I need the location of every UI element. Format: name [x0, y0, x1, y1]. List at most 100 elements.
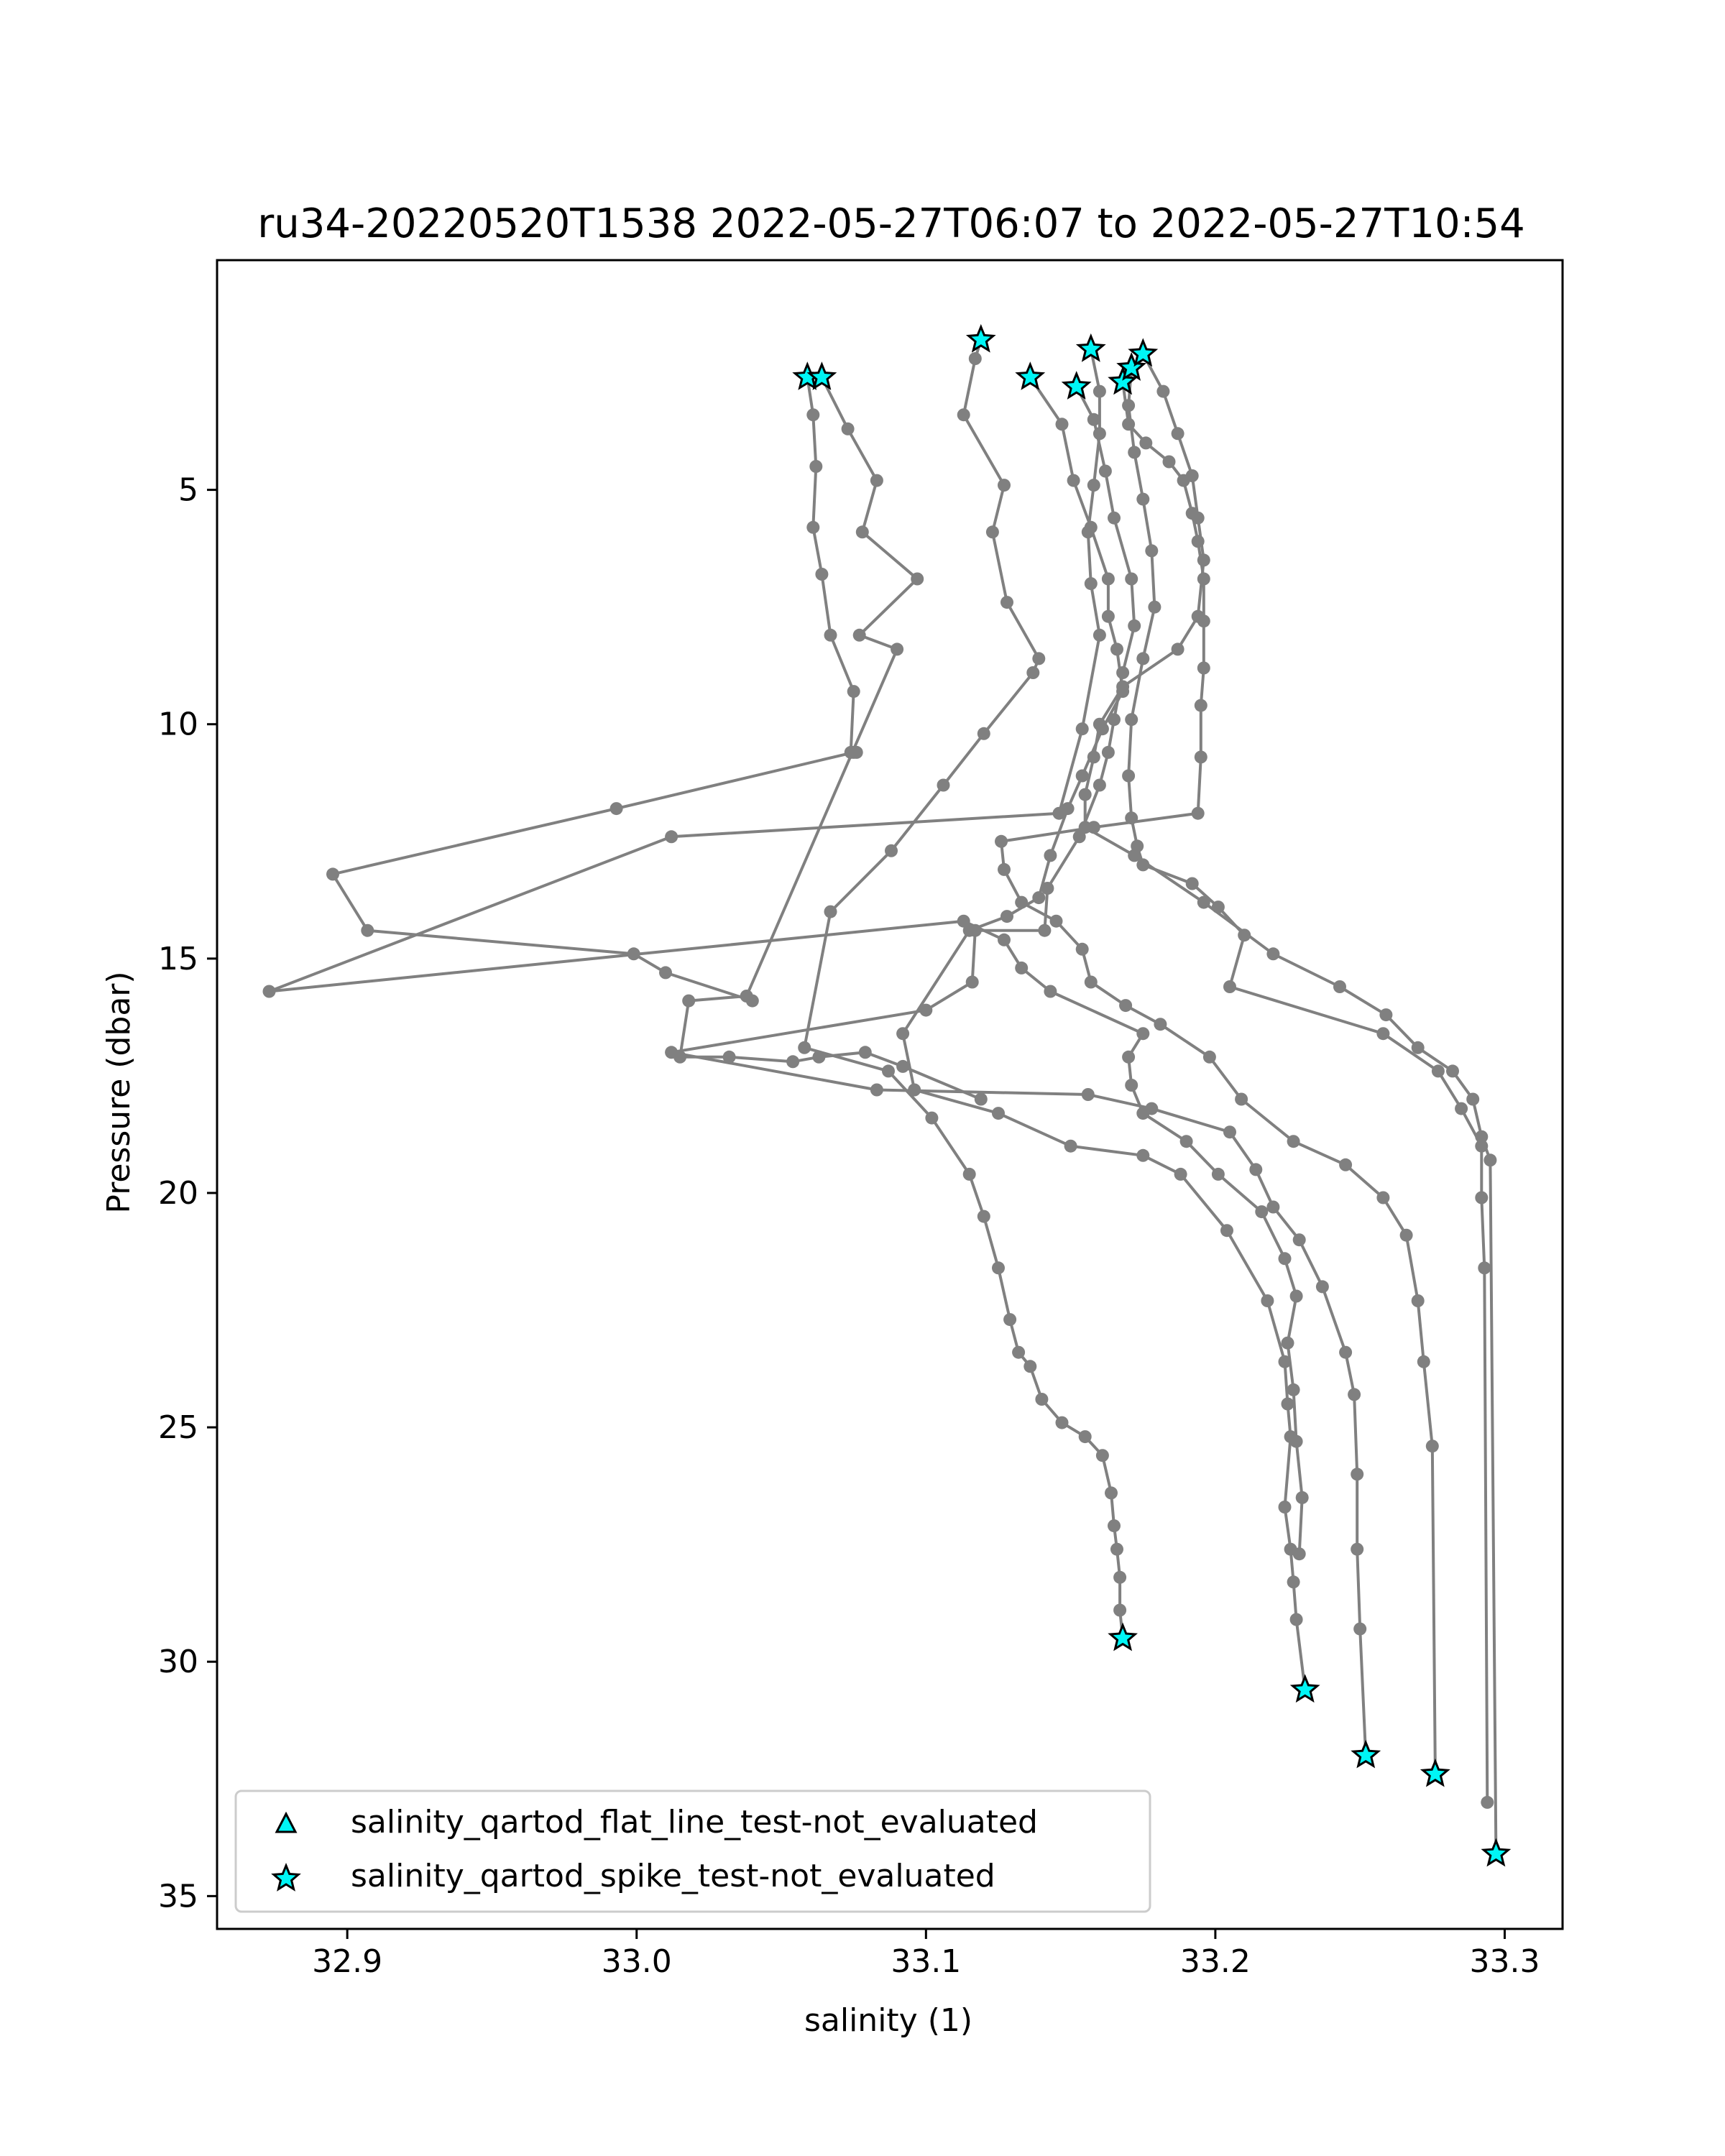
- data-point: [1108, 713, 1121, 727]
- data-point: [1154, 1018, 1167, 1031]
- y-tick-label: 15: [158, 941, 198, 977]
- data-point: [1113, 1603, 1127, 1617]
- data-point: [1197, 572, 1210, 586]
- data-point: [1171, 642, 1184, 656]
- x-axis-ticks: 32.9 33.0 33.1 33.2 33.3: [312, 1929, 1540, 1980]
- data-point: [1292, 1233, 1306, 1247]
- data-point: [1261, 1294, 1274, 1307]
- data-point: [1078, 821, 1092, 834]
- data-point: [1101, 572, 1115, 586]
- data-point: [1287, 1383, 1300, 1396]
- data-point: [885, 844, 898, 857]
- data-point: [1087, 479, 1100, 492]
- data-point: [806, 408, 820, 422]
- data-point: [1194, 750, 1208, 764]
- data-point: [1411, 1041, 1425, 1054]
- data-point: [974, 1092, 988, 1106]
- data-point: [968, 352, 982, 365]
- spike-test-marker: [1015, 361, 1046, 390]
- data-point: [1255, 1205, 1269, 1219]
- data-point: [1287, 1575, 1300, 1589]
- legend-star-marker: [271, 1863, 301, 1892]
- data-point: [1125, 1079, 1138, 1092]
- data-point: [1101, 609, 1115, 623]
- data-point: [1092, 628, 1106, 642]
- data-point: [798, 1041, 811, 1054]
- data-point: [1032, 652, 1046, 665]
- data-point: [610, 802, 623, 816]
- data-point: [1376, 1191, 1390, 1204]
- y-tick-label: 5: [178, 472, 198, 509]
- x-tick-label: 33.2: [1180, 1943, 1251, 1980]
- data-point: [1087, 750, 1100, 764]
- data-point: [1287, 1135, 1300, 1148]
- data-point: [1351, 1468, 1364, 1481]
- data-point: [1156, 384, 1170, 398]
- data-point: [1049, 914, 1063, 928]
- spike-test-marker: [1420, 1758, 1450, 1787]
- data-point: [1092, 778, 1106, 792]
- data-point: [1122, 769, 1136, 783]
- y-tick-label: 30: [158, 1644, 198, 1680]
- data-point: [1185, 469, 1199, 482]
- data-point: [1197, 895, 1210, 909]
- spike-test-marker: [1061, 371, 1092, 400]
- data-point: [1015, 961, 1029, 975]
- data-point: [1110, 642, 1123, 656]
- data-point: [1055, 1416, 1069, 1429]
- data-point: [1351, 1542, 1364, 1556]
- data-point: [1032, 891, 1046, 905]
- data-point: [998, 933, 1011, 946]
- plot-area: [262, 323, 1512, 1867]
- data-point: [919, 1003, 933, 1017]
- data-point: [1122, 418, 1136, 431]
- data-point: [882, 1064, 895, 1078]
- data-point: [1348, 1388, 1361, 1401]
- spike-test-marker: [1289, 1674, 1320, 1703]
- data-point: [1003, 1313, 1017, 1327]
- data-point: [1136, 1148, 1150, 1162]
- data-point: [1266, 947, 1280, 961]
- y-tick-label: 35: [158, 1878, 198, 1915]
- data-point: [1136, 492, 1150, 506]
- qc-markers: [792, 323, 1512, 1867]
- profile-line: [670, 386, 1368, 1756]
- data-point: [870, 1083, 883, 1097]
- data-point: [1000, 596, 1013, 609]
- data-point: [858, 1046, 872, 1059]
- data-point: [1072, 830, 1086, 844]
- legend-triangle-marker: [275, 1811, 298, 1833]
- y-axis-label: Pressure (dbar): [101, 971, 137, 1213]
- profile-8: [1122, 361, 1494, 1809]
- legend-label-flat-line: salinity_qartod_flat_line_test-not_evalu…: [351, 1804, 1038, 1841]
- data-point: [1220, 1224, 1233, 1238]
- y-tick-label: 25: [158, 1409, 198, 1446]
- data-point: [1191, 511, 1205, 525]
- data-point: [1136, 652, 1150, 665]
- data-point: [1278, 1501, 1292, 1514]
- profile-2: [673, 371, 988, 1106]
- data-point: [937, 778, 950, 792]
- x-tick-label: 32.9: [312, 1943, 382, 1980]
- profile-line: [1000, 382, 1437, 1774]
- data-point: [1136, 1107, 1150, 1120]
- data-point: [1289, 1613, 1303, 1626]
- data-point: [985, 525, 999, 539]
- data-point: [659, 966, 672, 980]
- plot-frame: [216, 259, 1564, 1930]
- data-point: [992, 1107, 1005, 1120]
- data-point: [1315, 1280, 1329, 1294]
- data-point: [262, 985, 276, 998]
- data-point: [1475, 1130, 1489, 1143]
- data-point: [1105, 1486, 1118, 1500]
- data-point: [995, 834, 1008, 848]
- data-point: [911, 572, 924, 586]
- data-point: [1484, 1153, 1497, 1167]
- data-point: [1098, 464, 1112, 478]
- data-point: [1095, 1449, 1109, 1462]
- data-point: [1108, 511, 1121, 525]
- data-point: [998, 479, 1011, 492]
- spike-test-marker: [1108, 366, 1138, 395]
- data-point: [1197, 661, 1210, 675]
- data-point: [852, 628, 866, 642]
